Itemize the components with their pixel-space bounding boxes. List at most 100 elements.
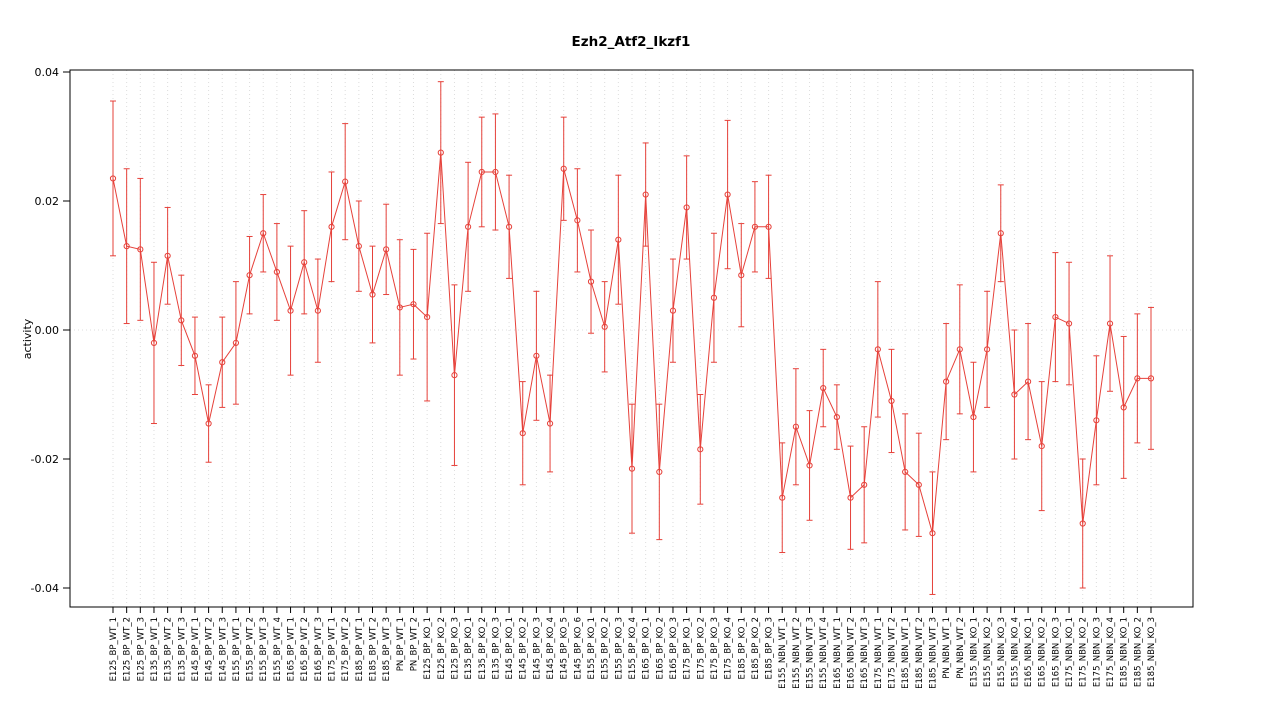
data-point bbox=[997, 230, 1004, 237]
data-point bbox=[451, 372, 458, 379]
data-point bbox=[560, 165, 567, 172]
data-point bbox=[478, 168, 485, 176]
data-point bbox=[383, 246, 390, 253]
data-point bbox=[505, 223, 513, 230]
data-point bbox=[765, 223, 772, 230]
x-tick-label: E155_NBN_WT_2 bbox=[792, 617, 802, 689]
x-tick-label: E185_NBN_KO_3 bbox=[1147, 617, 1157, 687]
data-point bbox=[1038, 443, 1045, 450]
data-point bbox=[109, 175, 117, 182]
data-point bbox=[1052, 314, 1059, 321]
x-tick-label: E175_BP_KO_1 bbox=[683, 617, 693, 680]
x-tick-label: E175_BP_KO_2 bbox=[696, 617, 706, 680]
data-point bbox=[833, 413, 840, 421]
x-tick-label: E145_BP_KO_1 bbox=[505, 617, 515, 680]
data-point bbox=[970, 413, 977, 421]
x-tick-label: E125_BP_WT_1 bbox=[109, 617, 119, 681]
data-point bbox=[1093, 417, 1100, 424]
data-point bbox=[424, 314, 431, 321]
data-point bbox=[902, 468, 909, 475]
x-tick-label: E125_BP_KO_3 bbox=[450, 617, 460, 680]
data-point bbox=[260, 230, 267, 237]
data-point bbox=[205, 420, 212, 427]
x-tick-label: E165_NBN_KO_2 bbox=[1038, 617, 1048, 687]
x-tick-label: E155_NBN_WT_1 bbox=[778, 617, 788, 689]
x-tick-label: PN_BP_WT_2 bbox=[409, 617, 419, 671]
y-tick-label: -0.02 bbox=[31, 453, 59, 466]
x-tick-label: E185_BP_KO_2 bbox=[751, 617, 761, 680]
data-point bbox=[724, 191, 731, 198]
x-tick-label: E165_NBN_KO_1 bbox=[1024, 617, 1034, 687]
y-tick-label: 0.04 bbox=[35, 66, 60, 79]
data-point bbox=[1147, 375, 1155, 382]
x-tick-label: E185_NBN_KO_2 bbox=[1133, 617, 1143, 687]
x-tick-label: E145_BP_WT_3 bbox=[218, 617, 228, 681]
x-tick-label: E145_BP_KO_6 bbox=[573, 617, 583, 680]
data-point bbox=[956, 346, 963, 353]
data-point bbox=[246, 272, 253, 279]
x-tick-label: E135_BP_WT_3 bbox=[177, 617, 187, 681]
data-point bbox=[396, 304, 403, 311]
data-point bbox=[874, 346, 881, 353]
data-point bbox=[519, 430, 526, 437]
x-tick-label: E165_BP_KO_3 bbox=[669, 617, 679, 680]
data-point bbox=[1024, 378, 1032, 385]
x-tick-label: E175_BP_KO_4 bbox=[724, 617, 734, 680]
data-point bbox=[546, 420, 554, 427]
x-tick-label: E155_BP_KO_2 bbox=[601, 617, 611, 680]
x-tick-label: E165_BP_WT_3 bbox=[314, 617, 324, 681]
error-bar-series bbox=[109, 81, 1155, 595]
x-tick-label: E165_BP_KO_1 bbox=[642, 617, 652, 680]
y-axis-label: activity bbox=[21, 318, 34, 359]
x-tick-label: PN_NBN_WT_1 bbox=[942, 617, 952, 679]
data-point bbox=[820, 384, 827, 392]
data-point bbox=[1120, 404, 1127, 411]
data-point bbox=[628, 465, 636, 472]
x-tick-label: E165_NBN_KO_3 bbox=[1051, 617, 1061, 687]
data-point bbox=[806, 462, 813, 469]
x-tick-label: E165_NBN_WT_3 bbox=[860, 617, 870, 689]
data-point bbox=[615, 236, 622, 243]
x-tick-label: E175_BP_WT_2 bbox=[341, 617, 351, 681]
x-tick-label: E145_BP_KO_3 bbox=[532, 617, 542, 680]
x-tick-label: E135_BP_KO_1 bbox=[464, 617, 474, 680]
data-point bbox=[437, 149, 444, 156]
data-point bbox=[342, 178, 349, 185]
x-tick-label: E165_NBN_WT_2 bbox=[847, 617, 857, 689]
x-tick-label: E185_BP_WT_1 bbox=[355, 617, 365, 681]
data-point bbox=[355, 243, 362, 250]
data-point bbox=[1011, 391, 1018, 398]
x-tick-label: E185_NBN_WT_3 bbox=[928, 617, 938, 689]
x-tick-label: E135_BP_WT_2 bbox=[164, 617, 174, 681]
data-point bbox=[328, 223, 335, 230]
x-tick-label: E155_NBN_KO_3 bbox=[997, 617, 1007, 687]
data-point bbox=[492, 168, 499, 176]
data-point bbox=[861, 481, 868, 488]
data-point bbox=[574, 217, 581, 224]
data-point bbox=[697, 446, 704, 453]
x-tick-label: E155_BP_KO_4 bbox=[628, 617, 638, 680]
data-point bbox=[984, 346, 991, 353]
x-tick-label: E175_BP_WT_1 bbox=[328, 617, 338, 681]
x-tick-label: E125_BP_WT_3 bbox=[136, 617, 146, 681]
data-point bbox=[683, 204, 690, 211]
x-tick-label: E155_BP_WT_3 bbox=[259, 617, 269, 681]
data-point bbox=[137, 246, 144, 253]
y-tick-label: -0.04 bbox=[31, 582, 59, 595]
x-tick-label: E155_BP_KO_1 bbox=[587, 617, 597, 680]
data-point bbox=[533, 352, 540, 359]
x-tick-label: E185_BP_WT_3 bbox=[382, 617, 392, 681]
data-point bbox=[301, 259, 308, 266]
x-tick-label: E155_NBN_KO_4 bbox=[1010, 617, 1020, 687]
x-tick-label: E155_BP_WT_1 bbox=[232, 617, 242, 681]
axes: -0.04 -0.02 0.00 0.02 0.04 E125_BP_WT_1 E125_B… bbox=[31, 66, 1194, 689]
y-tick-label: 0.00 bbox=[35, 324, 60, 337]
data-point bbox=[273, 268, 280, 276]
x-tick-label: E175_BP_KO_3 bbox=[710, 617, 720, 680]
x-tick-label: E155_BP_WT_4 bbox=[273, 617, 283, 681]
data-point bbox=[847, 494, 854, 501]
x-tick-label: E185_NBN_WT_1 bbox=[901, 617, 911, 689]
x-tick-label: E175_NBN_KO_3 bbox=[1092, 617, 1102, 687]
x-tick-label: E145_BP_WT_1 bbox=[191, 617, 201, 681]
